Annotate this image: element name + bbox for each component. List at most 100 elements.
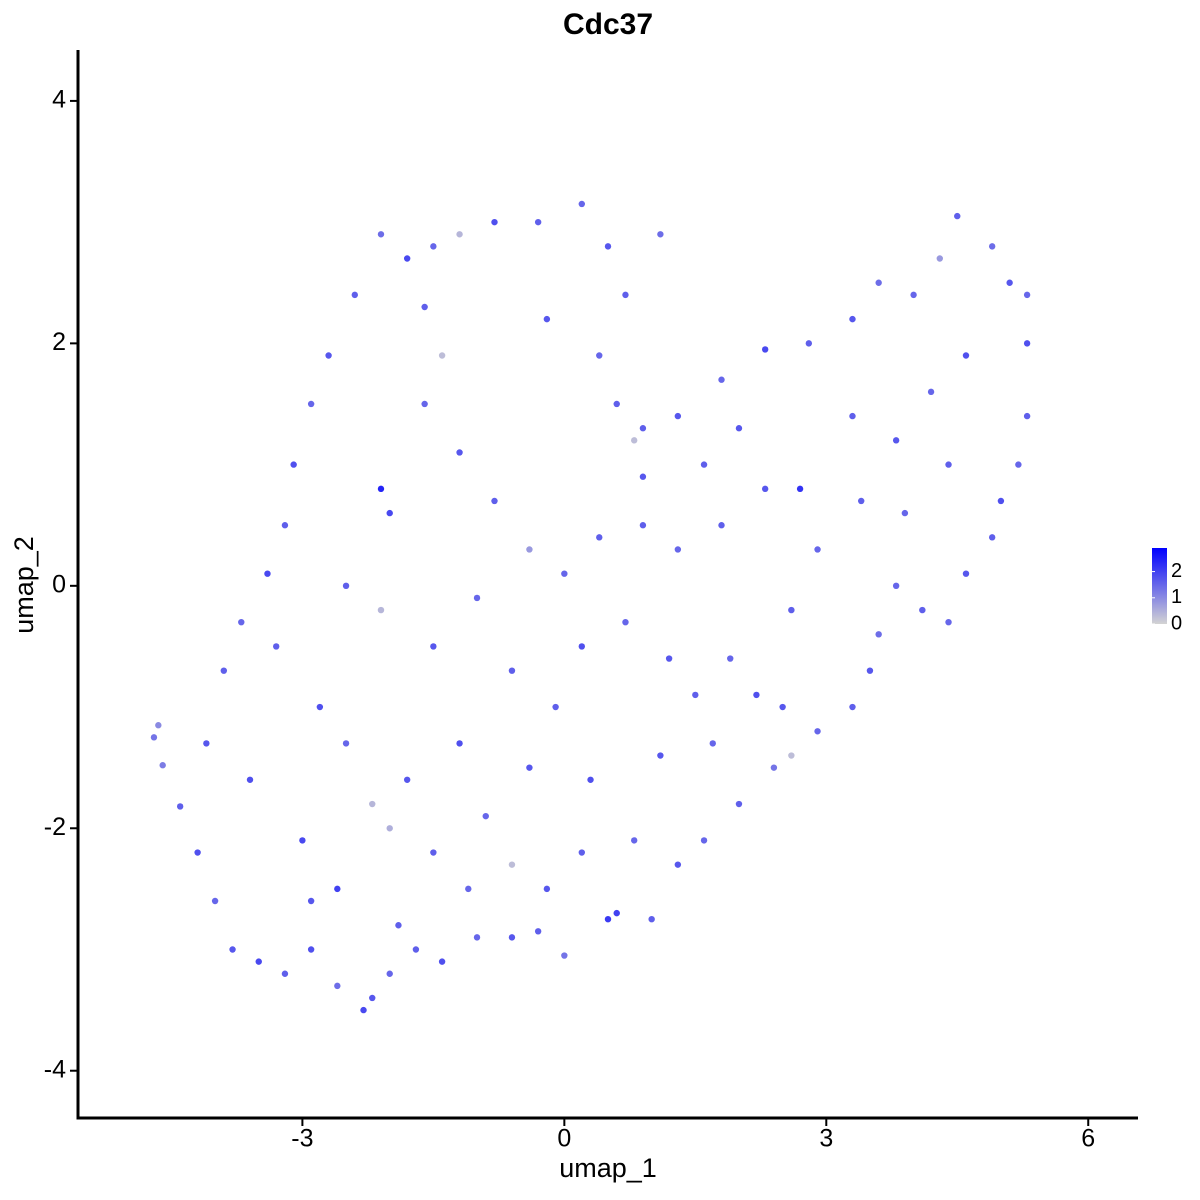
point [508, 861, 516, 868]
point [307, 400, 315, 408]
point [456, 740, 463, 747]
point [805, 340, 813, 347]
point [892, 582, 900, 590]
point [203, 740, 210, 747]
point [700, 461, 708, 468]
point [1023, 412, 1031, 420]
y-tick-label: 0 [52, 570, 66, 598]
point [456, 449, 463, 456]
point [342, 740, 350, 747]
point [596, 534, 603, 541]
point [988, 243, 996, 250]
point [657, 752, 664, 759]
point [727, 655, 734, 662]
point [665, 655, 673, 662]
point [412, 946, 420, 953]
point [796, 485, 804, 493]
point [997, 497, 1005, 505]
point [639, 522, 647, 529]
point [578, 849, 586, 856]
point [194, 849, 201, 856]
point [430, 243, 437, 250]
point [211, 897, 219, 905]
point [155, 722, 162, 729]
point [788, 606, 795, 614]
point [875, 279, 882, 286]
point [718, 522, 725, 529]
point [334, 982, 341, 990]
point [377, 485, 385, 493]
point [578, 200, 586, 208]
point [674, 546, 682, 553]
point [543, 885, 551, 893]
point [325, 352, 332, 359]
point [369, 994, 376, 1002]
point [962, 352, 970, 359]
point [761, 346, 769, 353]
point [604, 243, 612, 250]
point [1023, 340, 1031, 347]
point [299, 837, 306, 844]
point [421, 303, 428, 311]
point [351, 291, 358, 299]
point [630, 837, 638, 844]
point [255, 958, 262, 965]
point [482, 812, 489, 820]
point [229, 946, 236, 953]
point [465, 885, 472, 893]
x-tick-label: 6 [1081, 1125, 1095, 1153]
point [386, 825, 393, 832]
point [657, 231, 664, 238]
point [430, 849, 437, 856]
point [534, 218, 542, 226]
colorbar [1152, 548, 1167, 624]
point [334, 885, 341, 893]
point [220, 667, 228, 674]
point [360, 1006, 367, 1014]
x-tick-label: 3 [819, 1125, 833, 1153]
point [849, 315, 856, 323]
point [709, 740, 716, 747]
point [735, 800, 743, 808]
point [273, 643, 280, 650]
y-tick-label: -2 [44, 813, 66, 841]
point [176, 803, 184, 810]
point [307, 946, 315, 953]
point [543, 315, 551, 323]
point [622, 291, 629, 299]
point [962, 570, 970, 577]
point [622, 618, 629, 626]
point [342, 582, 350, 590]
point [473, 594, 481, 602]
point [395, 922, 402, 929]
point [456, 231, 463, 238]
point [788, 752, 795, 759]
colorbar-tick-label: 2 [1171, 560, 1182, 582]
point [246, 776, 254, 783]
point [491, 497, 498, 505]
point [639, 425, 647, 432]
point [578, 643, 586, 650]
point [526, 764, 533, 771]
point [526, 546, 533, 553]
y-tick-label: 4 [52, 86, 66, 114]
point [779, 703, 786, 711]
point [369, 800, 376, 808]
x-axis-label: umap_1 [559, 1153, 657, 1183]
point [919, 606, 926, 614]
point [718, 376, 725, 383]
point [561, 952, 568, 959]
point [849, 412, 856, 420]
point [630, 437, 638, 444]
point [945, 461, 952, 468]
point [421, 400, 428, 408]
point [761, 485, 769, 493]
point [473, 934, 481, 941]
point [159, 762, 166, 769]
x-tick-label: 0 [557, 1125, 571, 1153]
point [901, 509, 909, 517]
point [927, 388, 935, 396]
point [238, 618, 245, 626]
